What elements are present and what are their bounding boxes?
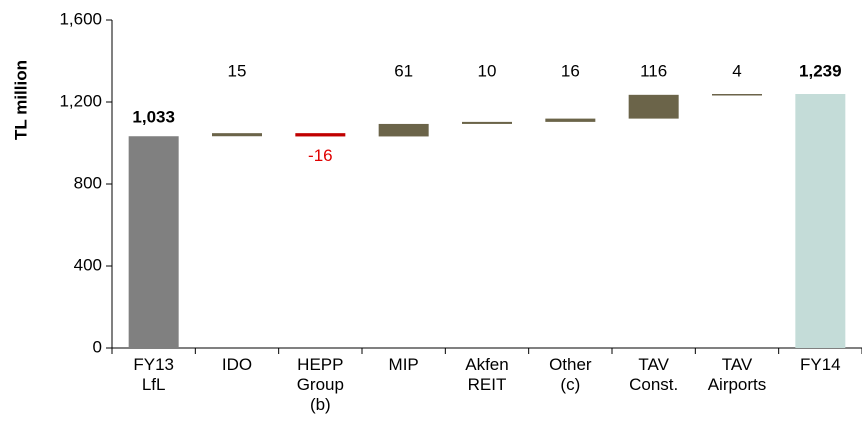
- bar: [295, 133, 346, 137]
- x-tick-label-line: Const.: [629, 375, 678, 394]
- x-tick-label-line: (c): [560, 375, 580, 394]
- bar: [212, 133, 262, 137]
- x-tick-label-line: FY14: [800, 355, 841, 374]
- x-tick-label: TAV Airports: [708, 355, 767, 394]
- x-tick-label-line: REIT: [468, 375, 507, 394]
- bar: [712, 94, 762, 96]
- bar: [628, 94, 679, 119]
- data-label: 116: [640, 61, 667, 80]
- data-label: 16: [561, 61, 580, 80]
- data-label: 1,033: [132, 108, 175, 127]
- y-tick-label: 0: [93, 337, 102, 356]
- bar: [462, 121, 512, 124]
- y-tick-label: 800: [74, 173, 102, 192]
- y-tick-label: 400: [74, 255, 102, 274]
- data-label: -16: [308, 146, 333, 165]
- bar: [545, 118, 596, 122]
- x-tick-label-line: IDO: [222, 355, 252, 374]
- x-tick-label: Akfen REIT: [465, 355, 508, 394]
- data-label: 10: [478, 61, 497, 80]
- x-tick-label-line: MIP: [389, 355, 419, 374]
- x-tick-label-line: HEPP: [297, 355, 343, 374]
- bar: [795, 94, 846, 348]
- x-tick-label: MIP: [389, 355, 419, 374]
- x-tick-label: Other (c): [549, 355, 592, 394]
- x-tick-label-line: TAV: [638, 355, 669, 374]
- x-tick-label-line: Airports: [708, 375, 767, 394]
- x-tick-label: FY14: [800, 355, 841, 374]
- x-tick-label-line: TAV: [722, 355, 753, 374]
- x-tick-label: IDO: [222, 355, 252, 374]
- bar: [378, 123, 429, 137]
- bar: [128, 136, 179, 348]
- y-tick-label: 1,600: [59, 9, 102, 28]
- y-axis-label: TL million: [11, 60, 30, 140]
- x-tick-label: TAV Const.: [629, 355, 678, 394]
- x-tick-label-line: Other: [549, 355, 592, 374]
- x-tick-label: HEPP Group (b): [297, 355, 344, 414]
- data-label: 1,239: [799, 61, 842, 80]
- x-tick-label-line: LfL: [142, 375, 166, 394]
- data-label: 4: [732, 61, 741, 80]
- x-tick-label-line: FY13: [133, 355, 174, 374]
- x-tick-label-line: Akfen: [465, 355, 508, 374]
- data-label: 15: [228, 61, 247, 80]
- y-tick-label: 1,200: [59, 91, 102, 110]
- x-tick-label-line: Group: [297, 375, 344, 394]
- x-tick-label-line: (b): [310, 395, 331, 414]
- x-tick-label: FY13 LfL: [133, 355, 174, 394]
- data-label: 61: [394, 61, 413, 80]
